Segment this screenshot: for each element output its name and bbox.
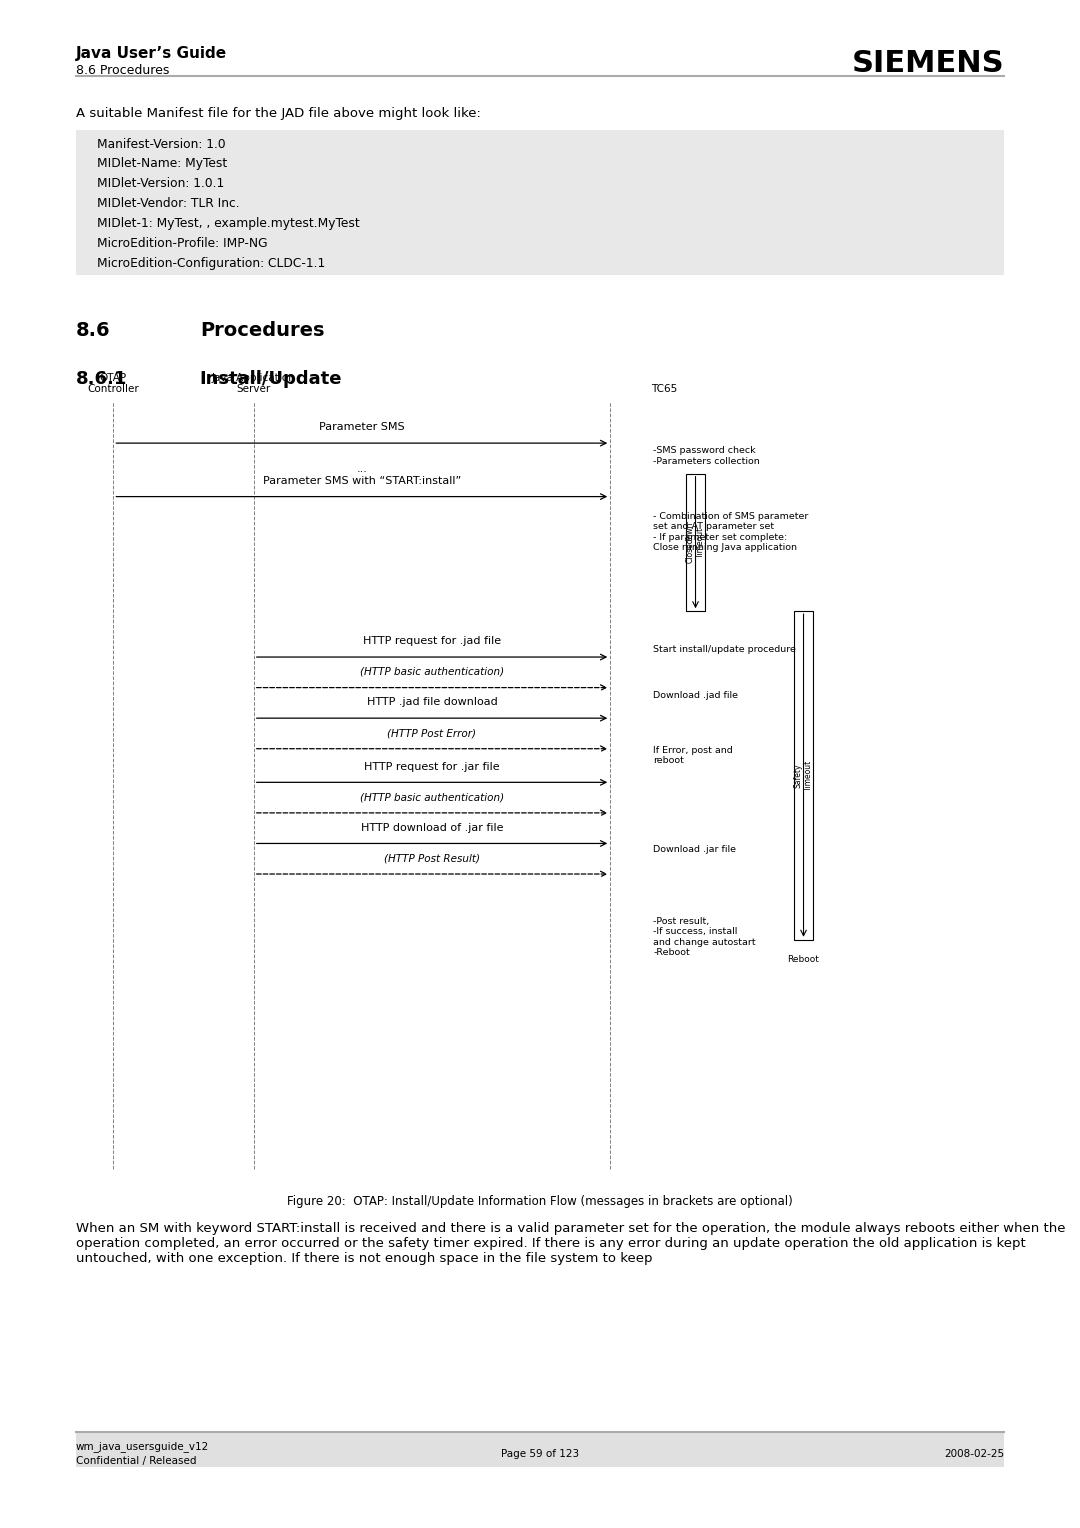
Text: wm_java_usersguide_v12: wm_java_usersguide_v12 [76, 1441, 208, 1452]
Text: MIDlet-1: MyTest, , example.mytest.MyTest: MIDlet-1: MyTest, , example.mytest.MyTes… [97, 217, 360, 231]
Bar [686, 474, 705, 611]
Text: Manifest-Version: 1.0: Manifest-Version: 1.0 [97, 138, 226, 151]
Text: TC65: TC65 [651, 384, 677, 394]
Text: (HTTP Post Error): (HTTP Post Error) [388, 727, 476, 738]
Text: 8.6: 8.6 [76, 321, 110, 339]
Text: 8.6 Procedures: 8.6 Procedures [76, 64, 168, 78]
Text: -SMS password check
-Parameters collection: -SMS password check -Parameters collecti… [653, 446, 760, 466]
Text: When an SM with keyword START:install is received and there is a valid parameter: When an SM with keyword START:install is… [76, 1222, 1065, 1265]
Text: Parameter SMS: Parameter SMS [319, 422, 405, 432]
Text: MIDlet-Name: MyTest: MIDlet-Name: MyTest [97, 157, 228, 171]
Bar [76, 1433, 1004, 1467]
Text: Download .jad file: Download .jad file [653, 691, 739, 700]
Text: ...: ... [356, 465, 367, 474]
Text: SIEMENS: SIEMENS [852, 49, 1004, 78]
Text: HTTP request for .jar file: HTTP request for .jar file [364, 761, 500, 772]
Text: HTTP download of .jar file: HTTP download of .jar file [361, 822, 503, 833]
Text: MIDlet-Version: 1.0.1: MIDlet-Version: 1.0.1 [97, 177, 225, 191]
Text: Figure 20:  OTAP: Install/Update Information Flow (messages in brackets are opti: Figure 20: OTAP: Install/Update Informat… [287, 1195, 793, 1209]
Text: MicroEdition-Profile: IMP-NG: MicroEdition-Profile: IMP-NG [97, 237, 268, 251]
Text: Parameter SMS with “START:install”: Parameter SMS with “START:install” [262, 475, 461, 486]
Text: (HTTP basic authentication): (HTTP basic authentication) [360, 792, 504, 802]
Text: MIDlet-Vendor: TLR Inc.: MIDlet-Vendor: TLR Inc. [97, 197, 240, 211]
Text: Java Application
Server: Java Application Server [212, 373, 296, 394]
Bar [794, 611, 813, 940]
Text: 8.6.1: 8.6.1 [76, 370, 127, 388]
Text: Safety
Timeout: Safety Timeout [794, 759, 813, 792]
Text: A suitable Manifest file for the JAD file above might look like:: A suitable Manifest file for the JAD fil… [76, 107, 481, 121]
Text: (HTTP Post Result): (HTTP Post Result) [384, 853, 480, 863]
Text: Start install/update procedure: Start install/update procedure [653, 645, 796, 654]
Text: Procedures: Procedures [200, 321, 324, 339]
Text: Install/Update: Install/Update [200, 370, 342, 388]
Bar [76, 130, 1004, 275]
Text: Reboot: Reboot [787, 955, 820, 964]
Text: MicroEdition-Configuration: CLDC-1.1: MicroEdition-Configuration: CLDC-1.1 [97, 257, 325, 270]
Text: Confidential / Released: Confidential / Released [76, 1456, 197, 1467]
Text: 2008-02-25: 2008-02-25 [944, 1449, 1004, 1459]
Text: Closedown
Timeout: Closedown Timeout [686, 521, 705, 564]
Text: Download .jar file: Download .jar file [653, 845, 737, 854]
Text: HTTP request for .jad file: HTTP request for .jad file [363, 636, 501, 646]
Text: OTAP
Controller: OTAP Controller [87, 373, 139, 394]
Text: -Post result,
-If success, install
and change autostart
-Reboot: -Post result, -If success, install and c… [653, 917, 756, 957]
Text: HTTP .jad file download: HTTP .jad file download [366, 697, 498, 707]
Text: If Error, post and
reboot: If Error, post and reboot [653, 746, 733, 766]
Text: - Combination of SMS parameter
set and AT parameter set
- If parameter set compl: - Combination of SMS parameter set and A… [653, 512, 809, 552]
Text: Java User’s Guide: Java User’s Guide [76, 46, 227, 61]
Text: (HTTP basic authentication): (HTTP basic authentication) [360, 666, 504, 677]
Text: Page 59 of 123: Page 59 of 123 [501, 1449, 579, 1459]
